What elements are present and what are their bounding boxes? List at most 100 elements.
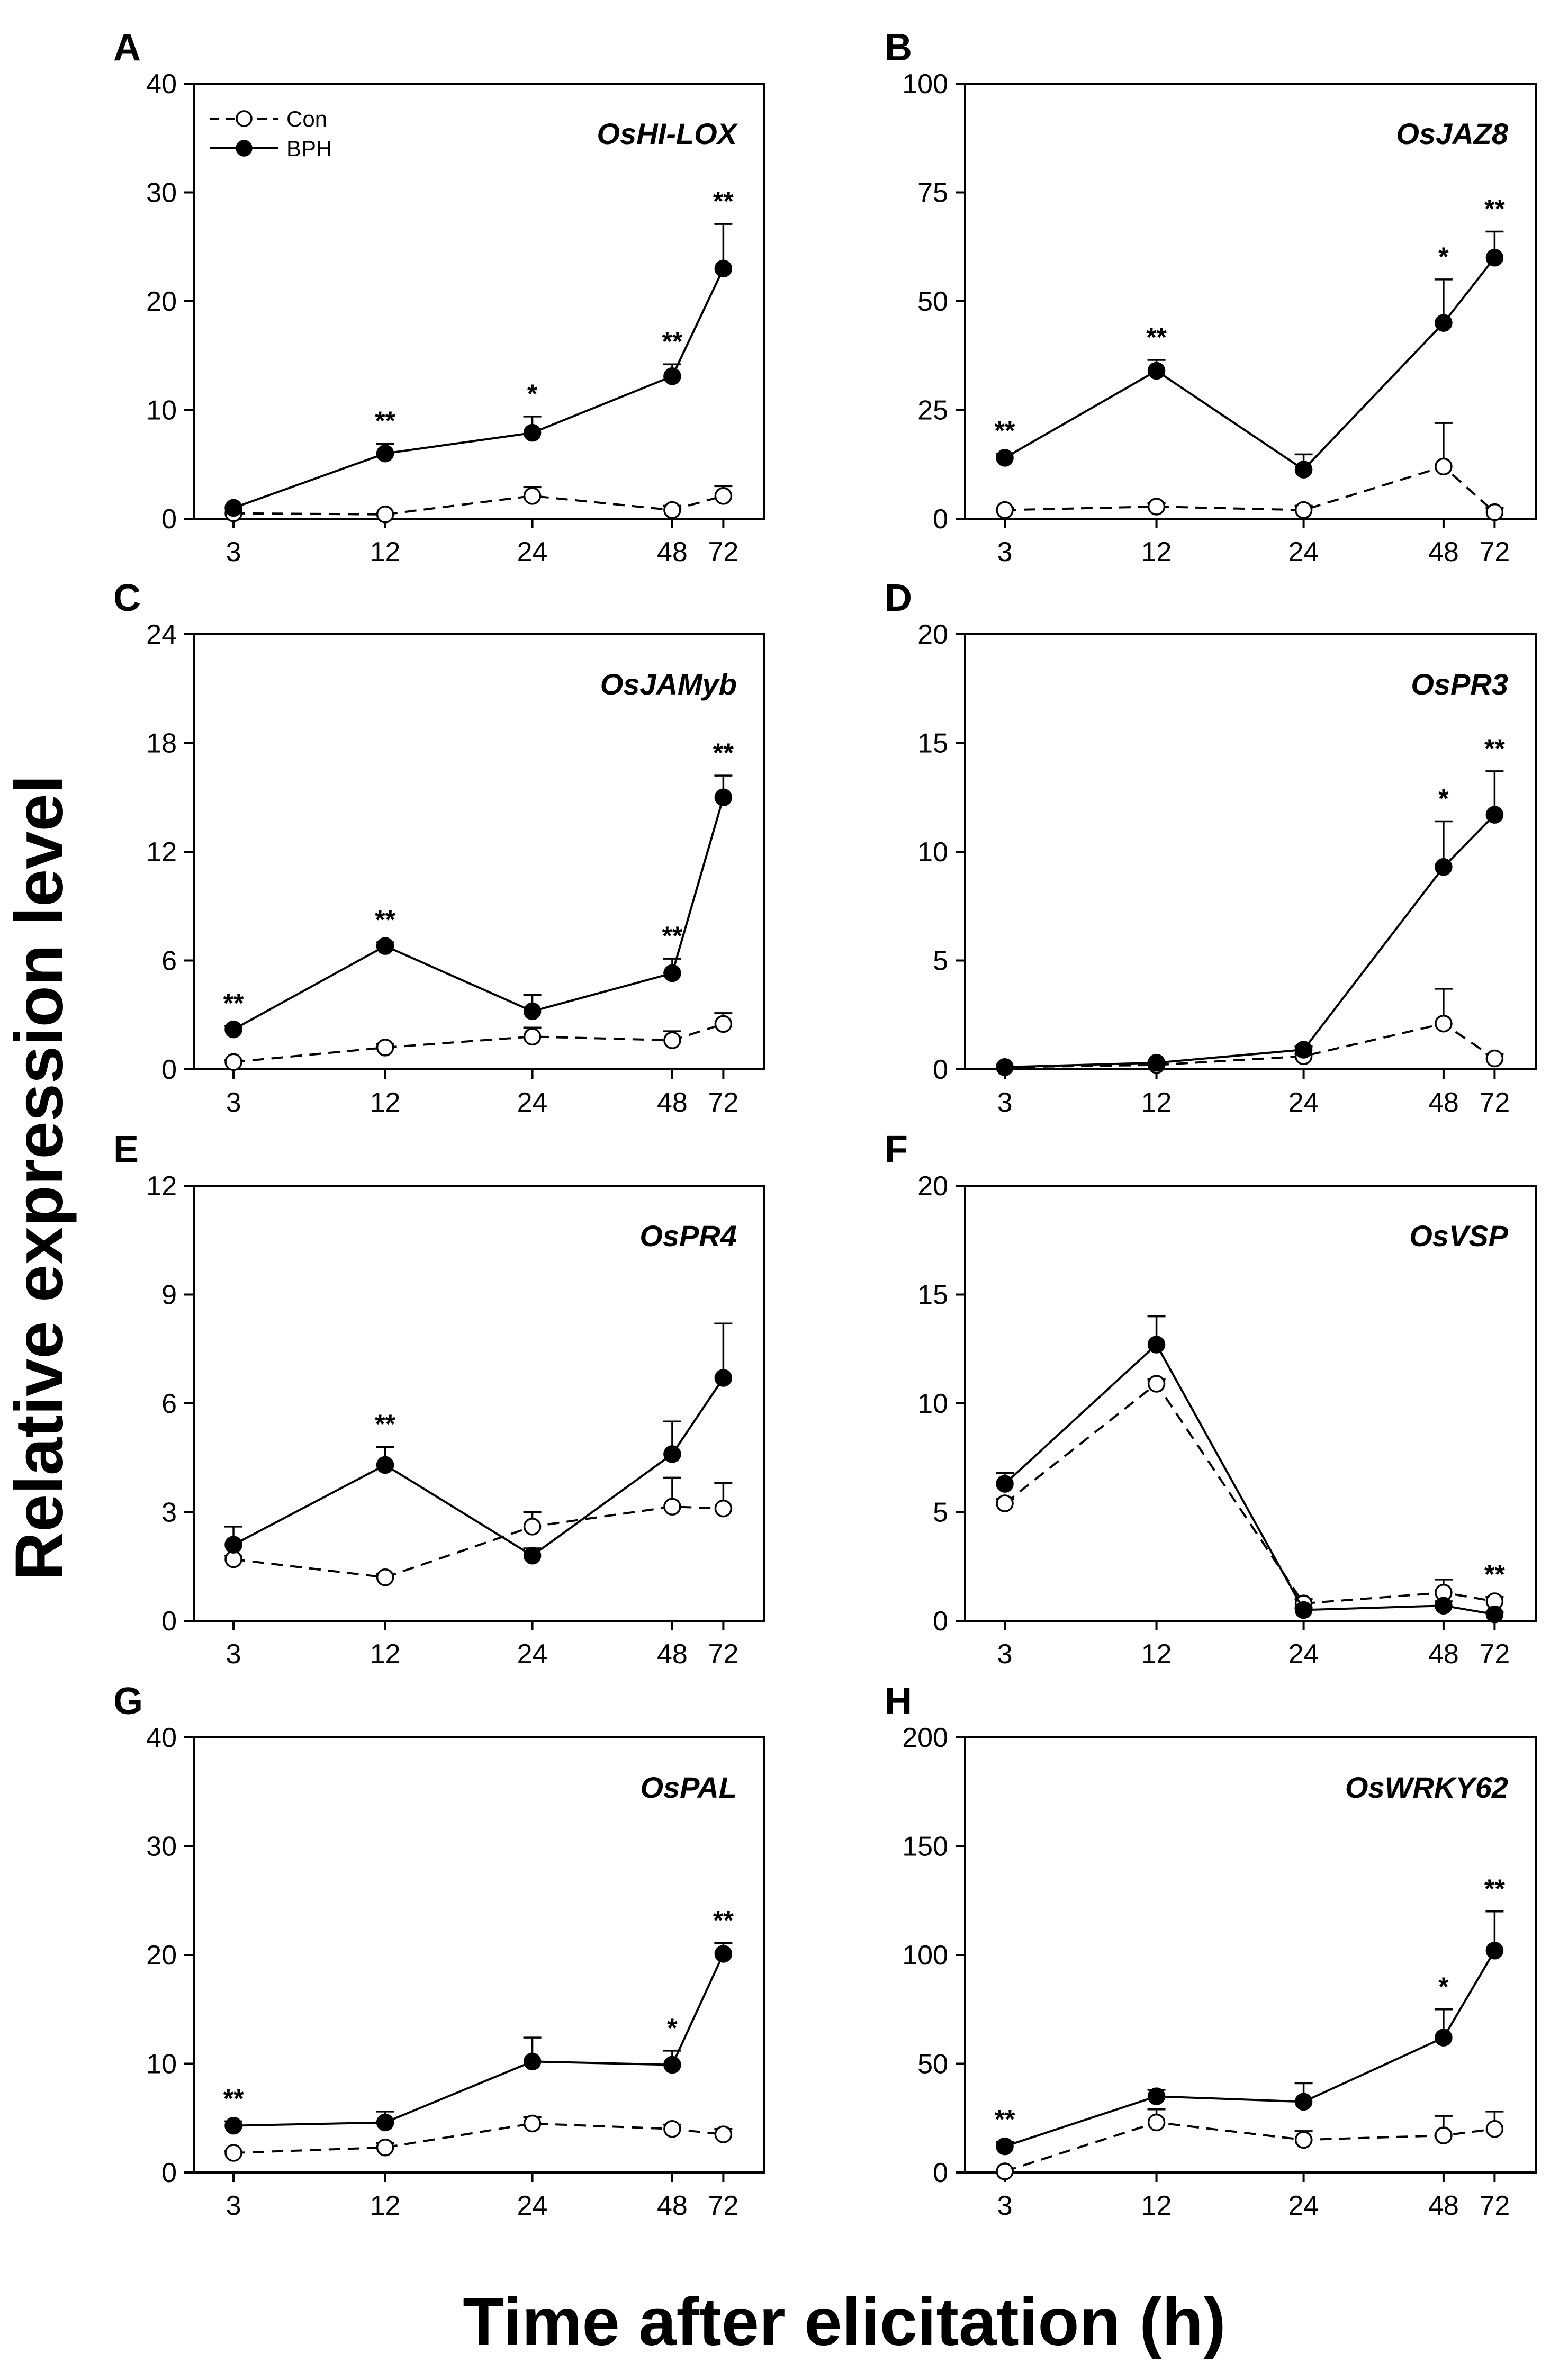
x-tick-label: 3 xyxy=(997,1087,1013,1118)
data-point xyxy=(224,1020,242,1039)
data-point xyxy=(996,501,1014,519)
panel-title: OsJAMyb xyxy=(600,668,737,701)
x-tick-label: 72 xyxy=(1479,2190,1510,2221)
y-tick-label: 15 xyxy=(917,1280,948,1311)
data-point xyxy=(376,937,394,955)
y-tick-label: 30 xyxy=(146,1832,177,1862)
legend-marker xyxy=(236,140,253,157)
data-point xyxy=(1435,2126,1453,2144)
data-point xyxy=(224,2144,242,2162)
y-tick-label: 6 xyxy=(161,1389,177,1419)
x-tick-label: 12 xyxy=(370,2190,401,2221)
y-tick-label: 0 xyxy=(161,2158,177,2188)
series-bph xyxy=(224,1322,733,1565)
data-point xyxy=(224,1550,242,1568)
y-axis-label: Relative expression level xyxy=(2,775,77,1581)
data-point xyxy=(663,1498,681,1516)
data-point xyxy=(1485,2120,1504,2138)
x-tick-label: 3 xyxy=(997,537,1013,567)
legend-marker xyxy=(236,110,253,127)
x-tick-label: 72 xyxy=(1479,1087,1510,1118)
data-point xyxy=(1147,362,1166,380)
data-point xyxy=(996,2137,1014,2156)
y-tick-label: 0 xyxy=(933,1606,948,1637)
data-point xyxy=(376,1039,394,1057)
data-point xyxy=(376,444,394,463)
data-point xyxy=(714,259,733,278)
data-point xyxy=(714,1015,733,1033)
data-point xyxy=(523,1002,542,1021)
x-tick-label: 24 xyxy=(1288,537,1319,567)
series-line xyxy=(233,1023,724,1063)
data-point xyxy=(523,487,542,505)
significance-mark: ** xyxy=(995,2104,1015,2134)
data-point xyxy=(376,2138,394,2157)
series-line xyxy=(233,1505,724,1579)
x-tick-label: 3 xyxy=(226,1087,241,1118)
panel-title: OsHI-LOX xyxy=(597,117,739,150)
panel-title: OsPR4 xyxy=(639,1219,737,1252)
x-tick-label: 48 xyxy=(657,2190,688,2221)
series-line xyxy=(233,494,724,516)
y-tick-label: 0 xyxy=(161,1054,177,1085)
significance-mark: * xyxy=(1438,783,1449,813)
significance-mark: ** xyxy=(375,1409,395,1439)
data-point xyxy=(523,2052,542,2071)
y-tick-label: 9 xyxy=(161,1280,177,1311)
y-tick-label: 100 xyxy=(902,1940,948,1971)
significance-mark: * xyxy=(1438,1972,1449,2002)
data-point xyxy=(714,1945,733,1963)
y-tick-label: 3 xyxy=(161,1498,177,1528)
data-point xyxy=(996,1475,1014,1493)
data-point xyxy=(714,1369,733,1387)
data-point xyxy=(1147,498,1166,516)
series-line xyxy=(1004,1950,1496,2148)
y-tick-label: 6 xyxy=(161,946,177,977)
y-tick-label: 20 xyxy=(917,1171,948,1202)
significance-mark: ** xyxy=(375,905,395,934)
significance-mark: ** xyxy=(713,186,734,216)
panel-letter: B xyxy=(885,26,912,69)
data-point xyxy=(1147,1336,1166,1354)
data-point xyxy=(1294,461,1313,479)
y-tick-label: 30 xyxy=(146,178,177,209)
significance-mark: * xyxy=(667,2013,678,2043)
y-tick-label: 40 xyxy=(146,69,177,100)
data-point xyxy=(663,367,681,385)
data-point xyxy=(1435,1014,1453,1033)
y-tick-label: 10 xyxy=(146,2049,177,2080)
y-tick-label: 75 xyxy=(917,178,948,209)
data-point xyxy=(376,1456,394,1474)
significance-mark: ** xyxy=(713,738,734,768)
data-point xyxy=(523,1518,542,1536)
y-tick-label: 20 xyxy=(917,619,948,650)
y-tick-label: 20 xyxy=(146,1940,177,1971)
x-tick-label: 3 xyxy=(226,537,241,567)
significance-mark: ** xyxy=(223,988,244,1018)
panel-letter: E xyxy=(113,1129,139,1171)
significance-mark: * xyxy=(527,379,538,409)
data-point xyxy=(376,1568,394,1586)
data-point xyxy=(1485,1049,1504,1068)
x-tick-label: 24 xyxy=(517,1639,548,1670)
y-tick-label: 5 xyxy=(933,1498,948,1528)
series-line xyxy=(233,1953,725,2127)
x-tick-label: 24 xyxy=(517,537,548,567)
series-con xyxy=(996,988,1504,1076)
series-con xyxy=(224,1012,733,1071)
panel-title: OsPAL xyxy=(640,1771,737,1804)
data-point xyxy=(1147,1375,1166,1393)
y-tick-label: 12 xyxy=(146,837,177,868)
data-point xyxy=(523,1546,542,1565)
series-line xyxy=(233,797,725,1031)
x-tick-label: 24 xyxy=(517,2190,548,2221)
significance-mark: ** xyxy=(1146,322,1167,352)
panel-letter: D xyxy=(885,577,912,619)
x-tick-label: 72 xyxy=(708,1639,738,1670)
data-point xyxy=(224,2116,242,2135)
panel-letter: A xyxy=(113,26,141,69)
